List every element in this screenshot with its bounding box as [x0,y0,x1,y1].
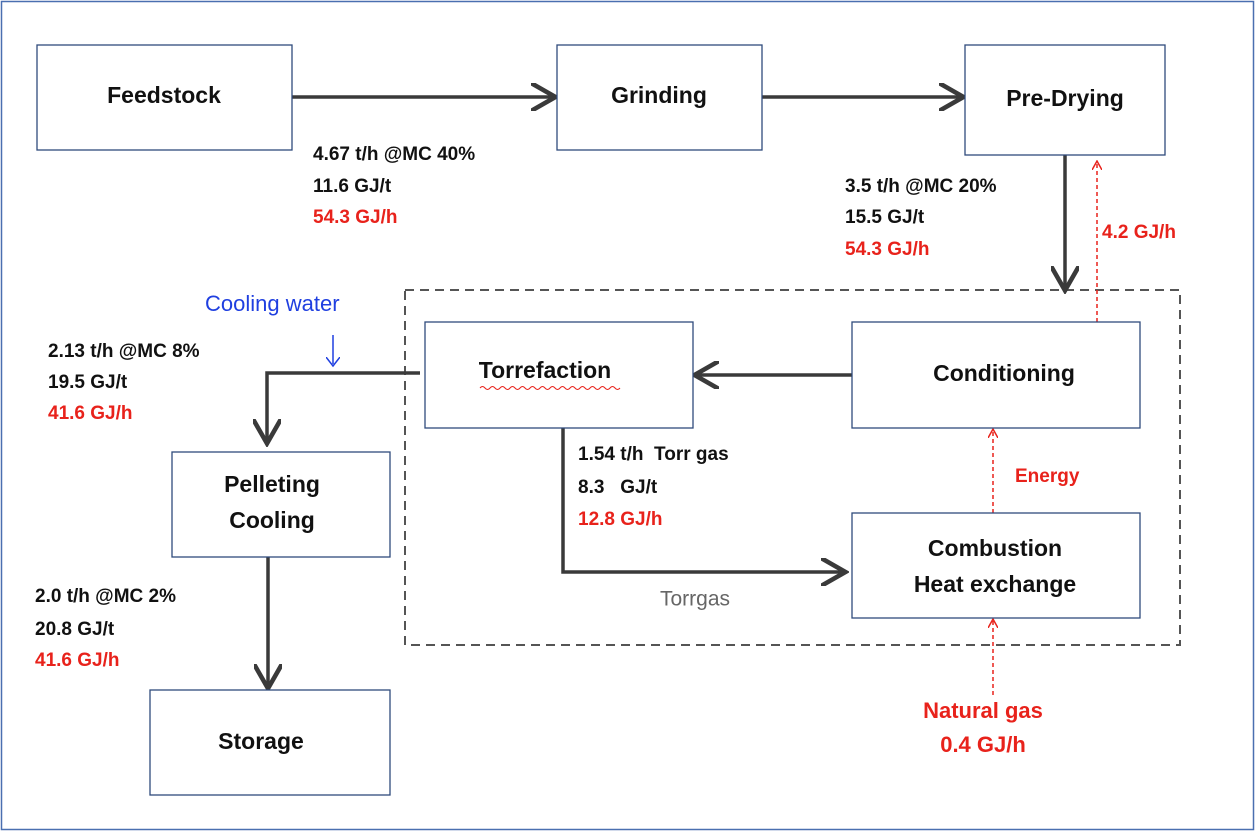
flow-energy: 41.6 GJ/h [48,403,133,424]
torrgas-label: Torrgas [660,588,730,611]
node-label: Cooling [229,507,315,533]
node-box [171,451,391,558]
flow-text: 19.5 GJ/t [48,372,128,393]
node-box [149,689,391,796]
energy-label: Energy [1015,466,1080,487]
node-label: Combustion [928,535,1062,561]
flow-energy: 41.6 GJ/h [35,650,120,671]
process-boundary [404,289,1181,646]
node-label: Feedstock [107,82,221,108]
flow-text: 3.5 t/h @MC 20% [845,176,997,197]
node-label: Grinding [611,82,707,108]
flow-text: 8.3 GJ/t [578,477,658,498]
node-label: Conditioning [933,360,1075,386]
flow-energy: 54.3 GJ/h [313,207,398,228]
natural-gas: Natural gas [923,698,1043,723]
flow-text: 2.13 t/h @MC 8% [48,341,200,362]
drying-energy: 4.2 GJ/h [1102,222,1176,243]
node-label: Heat exchange [914,571,1076,597]
spellcheck-underline [479,386,621,390]
node-box [556,44,763,151]
flow-energy: 12.8 GJ/h [578,509,663,530]
node-label: Torrefaction [479,357,611,383]
flow-text: 11.6 GJ/t [313,176,392,197]
node-label: Pre-Drying [1006,85,1124,111]
arrow [267,371,420,440]
flow-text: 20.8 GJ/t [35,619,115,640]
flow-text: 15.5 GJ/t [845,207,925,228]
node-box [36,44,293,151]
node-label: Pelleting [224,471,320,497]
node-box [851,321,1141,429]
natural-gas-energy: 0.4 GJ/h [940,732,1026,757]
cooling-water: Cooling water [205,291,340,316]
flow-text: 2.0 t/h @MC 2% [35,586,176,607]
node-box [964,44,1166,156]
node-box [424,321,694,429]
node-label: Storage [218,728,304,754]
flow-text: 4.67 t/h @MC 40% [313,144,475,165]
arrow [561,428,842,572]
node-box [851,512,1141,619]
flow-energy: 54.3 GJ/h [845,239,930,260]
flow-text: 1.54 t/h Torr gas [578,444,729,465]
